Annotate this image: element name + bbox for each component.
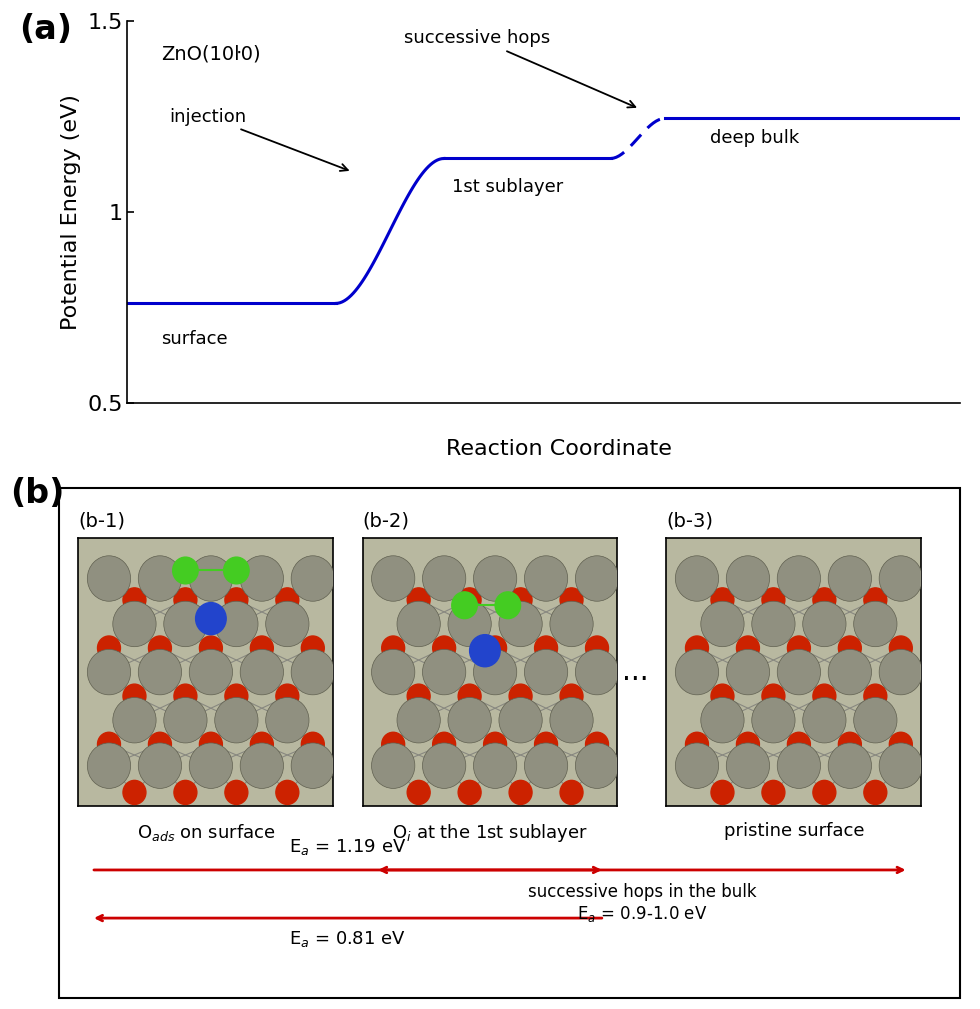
Text: (b-2): (b-2): [363, 512, 410, 531]
Text: E$_a$ = 0.81 eV: E$_a$ = 0.81 eV: [289, 928, 407, 948]
FancyBboxPatch shape: [59, 487, 960, 998]
Text: ...: ...: [622, 658, 649, 686]
Text: (b): (b): [10, 477, 64, 510]
Text: Reaction Coordinate: Reaction Coordinate: [446, 439, 671, 459]
Text: (a): (a): [20, 13, 73, 45]
Text: O$_{ads}$ on surface: O$_{ads}$ on surface: [136, 821, 275, 843]
Text: successive hops in the bulk
E$_a$ = 0.9-1.0 eV: successive hops in the bulk E$_a$ = 0.9-…: [527, 883, 757, 924]
Text: E$_a$ = 1.19 eV: E$_a$ = 1.19 eV: [289, 836, 407, 857]
Text: O$_i$ at the 1st sublayer: O$_i$ at the 1st sublayer: [392, 821, 588, 844]
Text: (b-1): (b-1): [78, 512, 125, 531]
Text: pristine surface: pristine surface: [723, 821, 864, 839]
Text: (b-3): (b-3): [666, 512, 713, 531]
